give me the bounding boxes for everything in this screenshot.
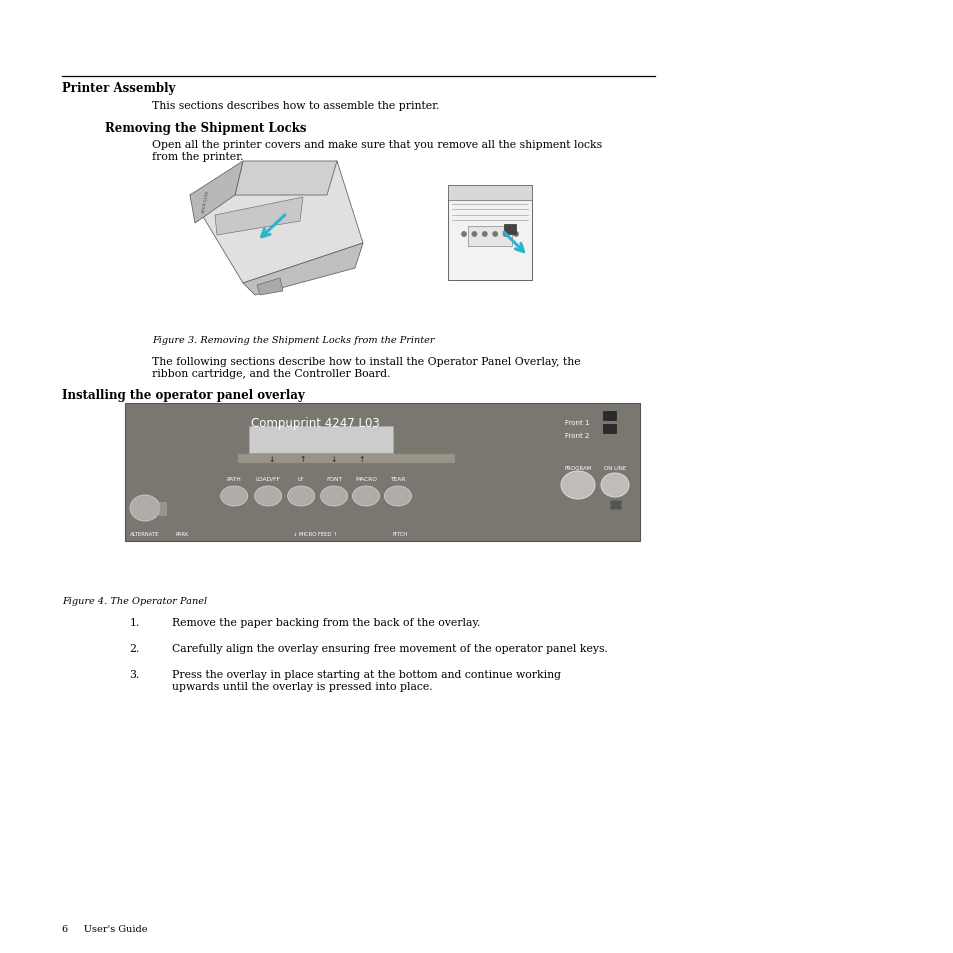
- Text: Front 2: Front 2: [564, 433, 589, 438]
- Text: Front 1: Front 1: [564, 419, 589, 426]
- Polygon shape: [190, 162, 243, 224]
- Text: LF: LF: [297, 476, 304, 481]
- Ellipse shape: [130, 496, 160, 521]
- FancyBboxPatch shape: [249, 427, 393, 454]
- Text: FONT: FONT: [326, 476, 342, 481]
- FancyBboxPatch shape: [448, 186, 532, 201]
- FancyBboxPatch shape: [238, 455, 455, 463]
- Text: 2.: 2.: [130, 643, 140, 654]
- FancyBboxPatch shape: [448, 186, 532, 281]
- Text: ↓: ↓: [330, 455, 336, 463]
- Text: ON LINE: ON LINE: [603, 465, 625, 471]
- FancyBboxPatch shape: [609, 500, 619, 510]
- Text: PROGRAM: PROGRAM: [564, 465, 591, 471]
- Text: Remove the paper backing from the back of the overlay.: Remove the paper backing from the back o…: [172, 618, 480, 627]
- Ellipse shape: [220, 486, 248, 506]
- Text: MICR 1234: MICR 1234: [202, 191, 210, 213]
- Polygon shape: [243, 244, 363, 295]
- Polygon shape: [214, 198, 303, 235]
- Text: Press the overlay in place starting at the bottom and continue working
upwards u: Press the overlay in place starting at t…: [172, 669, 560, 691]
- Text: This sections describes how to assemble the printer.: This sections describes how to assemble …: [152, 101, 439, 111]
- Text: Open all the printer covers and make sure that you remove all the shipment locks: Open all the printer covers and make sur…: [152, 140, 601, 161]
- FancyBboxPatch shape: [602, 424, 616, 434]
- Ellipse shape: [320, 486, 347, 506]
- Text: Compuprint 4247 L03: Compuprint 4247 L03: [251, 416, 379, 430]
- Text: ↓ MICRO FEED ↑: ↓ MICRO FEED ↑: [294, 532, 337, 537]
- Text: Figure 4. The Operator Panel: Figure 4. The Operator Panel: [62, 597, 207, 605]
- Ellipse shape: [353, 486, 379, 506]
- Circle shape: [472, 233, 476, 237]
- Circle shape: [514, 233, 517, 237]
- FancyBboxPatch shape: [159, 502, 166, 516]
- Polygon shape: [256, 278, 283, 295]
- Text: MACRO: MACRO: [355, 476, 376, 481]
- Circle shape: [482, 233, 486, 237]
- Polygon shape: [190, 162, 363, 284]
- Polygon shape: [234, 162, 336, 195]
- Text: Installing the operator panel overlay: Installing the operator panel overlay: [62, 389, 304, 401]
- FancyBboxPatch shape: [468, 227, 512, 247]
- Text: The following sections describe how to install the Operator Panel Overlay, the
r: The following sections describe how to i…: [152, 356, 580, 378]
- Text: 3.: 3.: [130, 669, 140, 679]
- Text: PITCH: PITCH: [393, 532, 408, 537]
- FancyBboxPatch shape: [125, 403, 639, 541]
- Text: Figure 3. Removing the Shipment Locks from the Printer: Figure 3. Removing the Shipment Locks fr…: [152, 335, 434, 345]
- Ellipse shape: [287, 486, 314, 506]
- Circle shape: [461, 233, 466, 237]
- Text: ALTERNATE: ALTERNATE: [131, 532, 159, 537]
- Circle shape: [503, 233, 507, 237]
- Circle shape: [493, 233, 497, 237]
- Text: ↑: ↑: [299, 455, 306, 463]
- Text: PATH: PATH: [227, 476, 241, 481]
- Text: ↓: ↓: [269, 455, 274, 463]
- Text: Removing the Shipment Locks: Removing the Shipment Locks: [105, 122, 306, 135]
- Text: TEAR: TEAR: [390, 476, 405, 481]
- Text: 1.: 1.: [130, 618, 140, 627]
- Ellipse shape: [384, 486, 411, 506]
- FancyBboxPatch shape: [503, 225, 516, 234]
- Ellipse shape: [560, 472, 595, 499]
- Text: PARK: PARK: [175, 532, 189, 537]
- FancyBboxPatch shape: [602, 412, 616, 420]
- Text: ↑: ↑: [358, 455, 365, 463]
- Ellipse shape: [600, 474, 628, 497]
- Text: 6     User's Guide: 6 User's Guide: [62, 924, 148, 933]
- Ellipse shape: [254, 486, 281, 506]
- Text: Carefully align the overlay ensuring free movement of the operator panel keys.: Carefully align the overlay ensuring fre…: [172, 643, 607, 654]
- Text: Printer Assembly: Printer Assembly: [62, 82, 175, 95]
- Text: LOAD/FF: LOAD/FF: [255, 476, 280, 481]
